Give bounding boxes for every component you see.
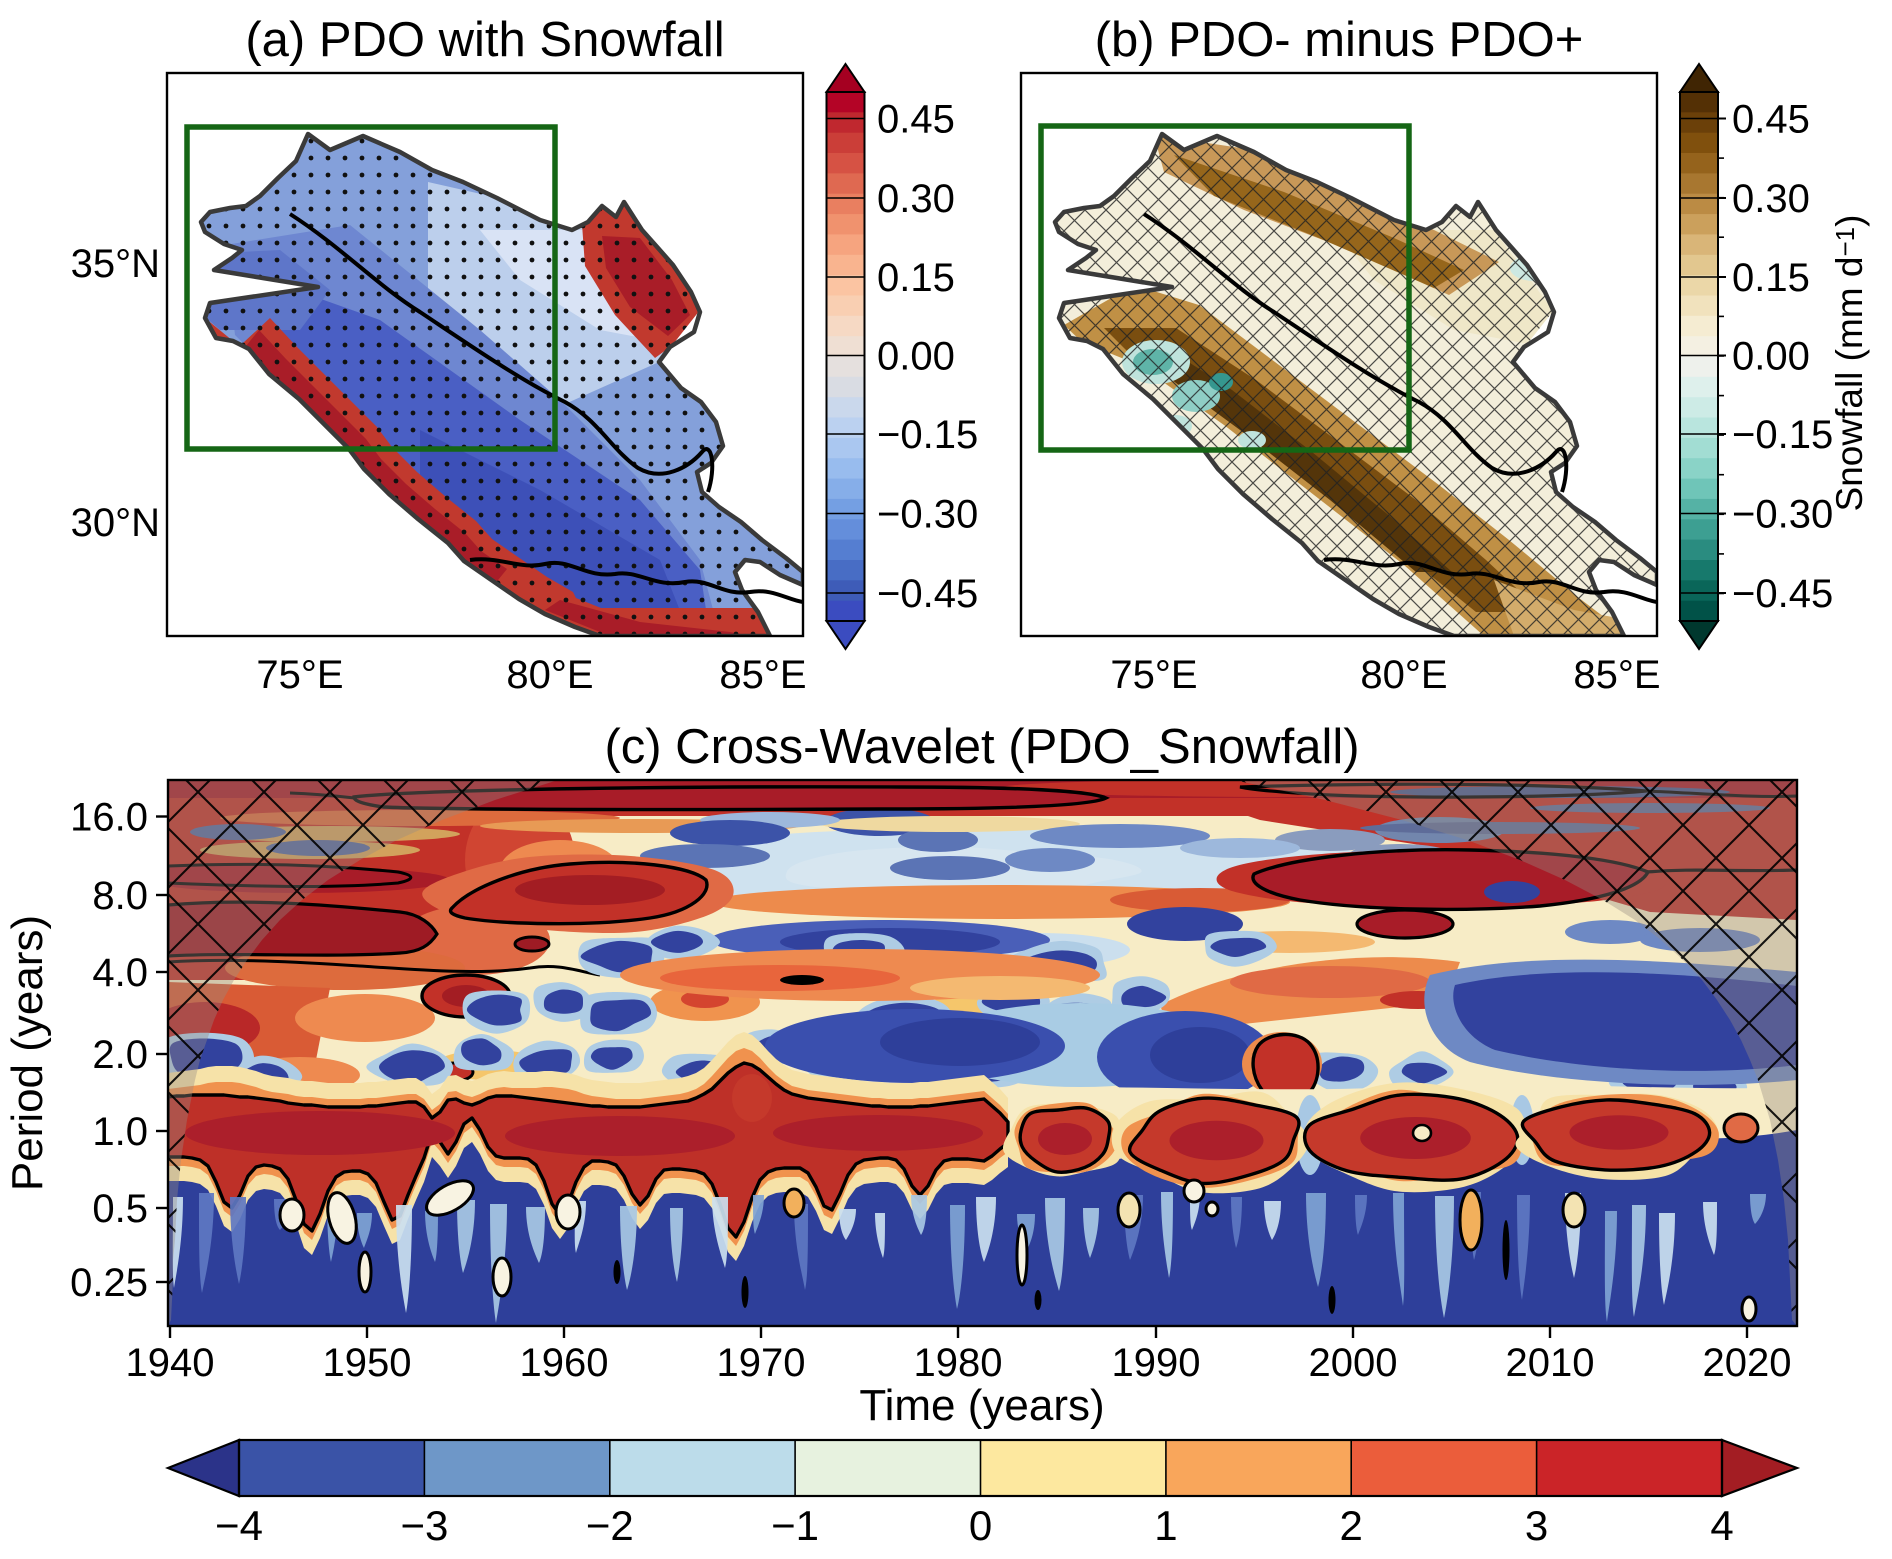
- svg-text:75°E: 75°E: [256, 653, 343, 697]
- svg-text:−0.30: −0.30: [1732, 493, 1833, 537]
- svg-text:1980: 1980: [914, 1341, 1003, 1385]
- svg-text:0.5: 0.5: [92, 1187, 148, 1231]
- svg-text:1: 1: [1154, 1502, 1177, 1549]
- svg-text:−0.15: −0.15: [877, 413, 978, 457]
- svg-text:1.0: 1.0: [92, 1110, 148, 1154]
- svg-text:2: 2: [1340, 1502, 1363, 1549]
- svg-text:1990: 1990: [1112, 1341, 1201, 1385]
- svg-text:0: 0: [969, 1502, 992, 1549]
- svg-text:2000: 2000: [1309, 1341, 1398, 1385]
- svg-text:35°N: 35°N: [71, 242, 160, 286]
- svg-text:(b) PDO- minus PDO+: (b) PDO- minus PDO+: [1095, 13, 1584, 67]
- svg-text:1940: 1940: [126, 1341, 215, 1385]
- svg-text:1970: 1970: [717, 1341, 806, 1385]
- svg-text:2.0: 2.0: [92, 1033, 148, 1077]
- svg-text:−0.15: −0.15: [1732, 413, 1833, 457]
- svg-text:80°E: 80°E: [506, 653, 593, 697]
- svg-text:0.45: 0.45: [877, 98, 955, 142]
- svg-text:−0.45: −0.45: [877, 572, 978, 616]
- svg-text:1960: 1960: [520, 1341, 609, 1385]
- svg-text:−1: −1: [771, 1502, 819, 1549]
- svg-text:30°N: 30°N: [71, 501, 160, 545]
- svg-text:2020: 2020: [1703, 1341, 1792, 1385]
- svg-text:8.0: 8.0: [92, 874, 148, 918]
- svg-text:Period (years): Period (years): [3, 915, 52, 1191]
- svg-text:16.0: 16.0: [70, 796, 148, 840]
- svg-text:0.00: 0.00: [1732, 335, 1810, 379]
- svg-text:(a) PDO with Snowfall: (a) PDO with Snowfall: [245, 13, 724, 67]
- svg-text:−0.45: −0.45: [1732, 572, 1833, 616]
- svg-text:−4: −4: [215, 1502, 263, 1549]
- svg-text:2010: 2010: [1506, 1341, 1595, 1385]
- svg-text:75°E: 75°E: [1110, 653, 1197, 697]
- svg-text:4: 4: [1710, 1502, 1733, 1549]
- svg-text:80°E: 80°E: [1360, 653, 1447, 697]
- svg-text:−2: −2: [586, 1502, 634, 1549]
- svg-text:Time (years): Time (years): [859, 1381, 1104, 1430]
- svg-text:0.15: 0.15: [877, 256, 955, 300]
- svg-text:0.45: 0.45: [1732, 98, 1810, 142]
- svg-text:−0.30: −0.30: [877, 493, 978, 537]
- svg-text:0.25: 0.25: [70, 1261, 148, 1305]
- svg-text:0.00: 0.00: [877, 335, 955, 379]
- svg-text:1950: 1950: [323, 1341, 412, 1385]
- svg-text:Snowfall (mm d−1): Snowfall (mm d−1): [1829, 215, 1870, 512]
- svg-text:85°E: 85°E: [719, 653, 806, 697]
- svg-text:0.30: 0.30: [877, 177, 955, 221]
- svg-text:0.15: 0.15: [1732, 256, 1810, 300]
- svg-text:85°E: 85°E: [1573, 653, 1660, 697]
- svg-text:0.30: 0.30: [1732, 177, 1810, 221]
- svg-text:(c) Cross-Wavelet (PDO_Snowfal: (c) Cross-Wavelet (PDO_Snowfall): [604, 720, 1359, 774]
- svg-text:−3: −3: [400, 1502, 448, 1549]
- svg-text:3: 3: [1525, 1502, 1548, 1549]
- svg-text:4.0: 4.0: [92, 951, 148, 995]
